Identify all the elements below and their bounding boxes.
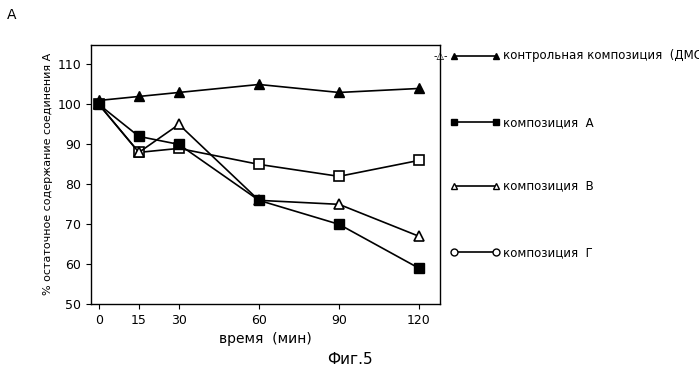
Text: композиция  A: композиция A (503, 116, 594, 129)
Text: композиция  B: композиция B (503, 179, 594, 192)
Y-axis label: % остаточное содержание соединения A: % остаточное содержание соединения A (43, 53, 53, 295)
Text: композиция  Г: композиция Г (503, 246, 593, 259)
X-axis label: время  (мин): время (мин) (219, 332, 312, 347)
Text: -△-: -△- (433, 51, 448, 60)
Text: A: A (7, 7, 17, 22)
Text: контрольная композиция  (ДМСО): контрольная композиция (ДМСО) (503, 49, 699, 62)
Text: Фиг.5: Фиг.5 (326, 352, 373, 367)
